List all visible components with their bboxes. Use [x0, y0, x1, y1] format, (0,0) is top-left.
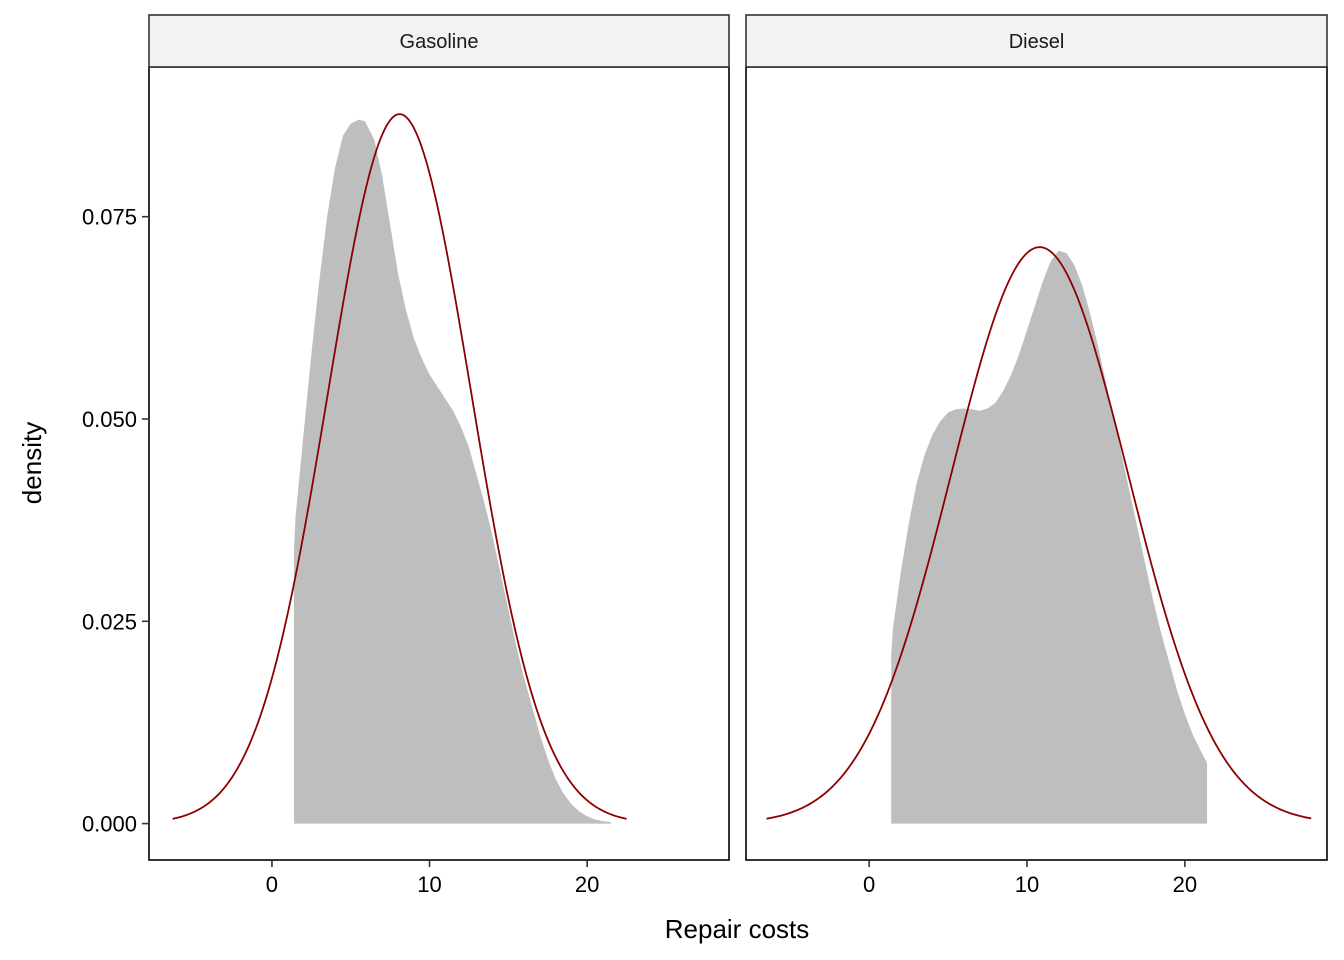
facet-strip [745, 14, 1328, 68]
facet-strip-label: Gasoline [400, 31, 479, 53]
x-tick-label: 20 [1173, 872, 1197, 897]
x-tick-label: 0 [266, 872, 278, 897]
facet-strip-label: Diesel [1009, 31, 1065, 53]
y-tick-label: 0.000 [82, 812, 137, 837]
normal-fit-curve [766, 246, 1312, 820]
x-tick-label: 20 [575, 872, 599, 897]
y-tick-label: 0.025 [82, 609, 137, 634]
x-axis-title: Repair costs [665, 914, 810, 944]
empirical-density-area [294, 119, 611, 824]
facet-panel-gasoline: Gasoline 0 10 20 [148, 14, 730, 897]
y-axis-title: density [17, 422, 47, 504]
x-tick-label: 10 [1015, 872, 1039, 897]
x-tick-label: 0 [863, 872, 875, 897]
facet-panel-diesel: Diesel 0 10 20 [745, 14, 1328, 897]
y-tick-label: 0.050 [82, 407, 137, 432]
x-tick-label: 10 [417, 872, 441, 897]
empirical-density-area [891, 250, 1208, 824]
normal-fit-curve [172, 113, 627, 820]
y-tick-label: 0.075 [82, 205, 137, 230]
facet-strip [148, 14, 730, 68]
